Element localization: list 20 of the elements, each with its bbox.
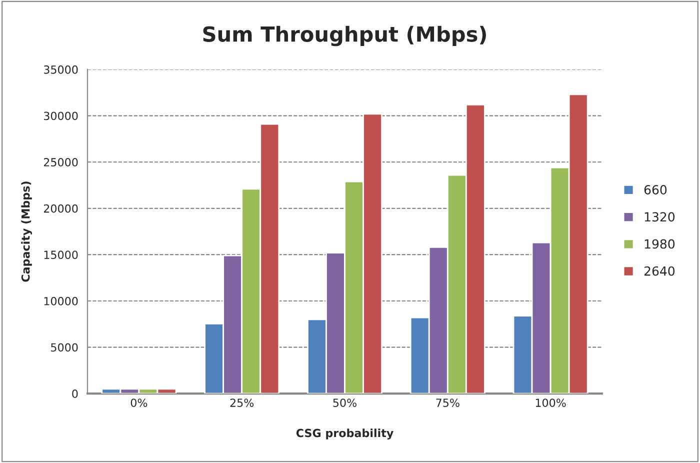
y-tick-label: 15000 [44, 250, 78, 260]
chart-title: Sum Throughput (Mbps) [203, 26, 486, 46]
legend-label: 2640 [644, 266, 675, 276]
x-axis-title: CSG probability [296, 428, 394, 440]
y-axis-title: Capacity (Mbps) [21, 182, 32, 282]
x-tick-label: 50% [333, 398, 356, 408]
y-tick-label: 35000 [44, 65, 78, 74]
y-tick-label: 25000 [44, 158, 78, 166]
y-tick-label: 30000 [44, 112, 78, 120]
legend-label: 660 [644, 185, 667, 194]
legend-label: 1980 [644, 239, 675, 249]
legend-label: 1320 [644, 212, 675, 222]
y-tick-label: 5000 [51, 343, 78, 352]
y-tick-label: 20000 [44, 204, 78, 213]
y-tick-label: 10000 [44, 296, 78, 306]
x-tick-label: 75% [436, 398, 460, 408]
x-tick-label: 100% [536, 398, 566, 408]
x-tick-label: 0% [130, 398, 148, 408]
x-tick-label: 25% [230, 398, 254, 408]
y-tick-label: 0 [72, 390, 78, 398]
